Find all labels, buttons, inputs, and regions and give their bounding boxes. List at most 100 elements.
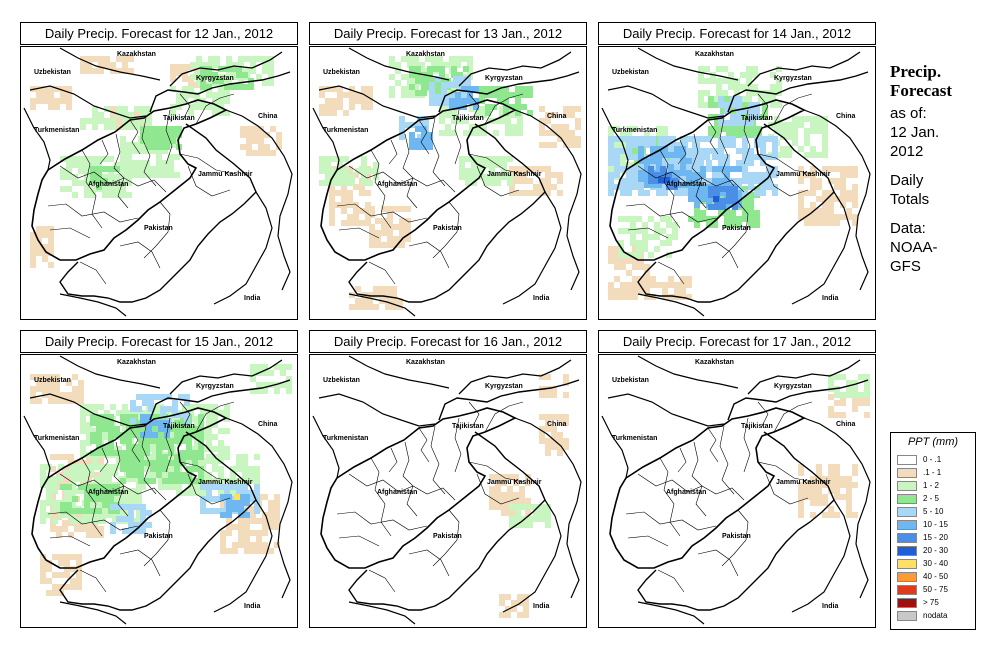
- precip-cell: [110, 504, 116, 510]
- precip-cell: [654, 246, 660, 252]
- precip-cell: [98, 112, 104, 118]
- precip-cell: [668, 164, 674, 170]
- precip-cell: [375, 236, 381, 242]
- precip-cell: [262, 530, 268, 536]
- precip-cell: [341, 190, 347, 196]
- precip-cell: [30, 232, 36, 238]
- precip-cell: [78, 392, 84, 398]
- precip-cell: [325, 98, 331, 104]
- precip-cell: [810, 202, 816, 208]
- precip-cell: [120, 438, 126, 444]
- precip-layer: [319, 56, 581, 310]
- precip-cell: [254, 454, 260, 460]
- precip-cell: [262, 388, 268, 394]
- precip-cell: [224, 484, 230, 490]
- precip-cell: [220, 494, 226, 500]
- precip-cell: [102, 502, 108, 508]
- precip-cell: [742, 120, 748, 126]
- precip-cell: [804, 190, 810, 196]
- precip-cell: [36, 98, 42, 104]
- precip-cell: [170, 64, 176, 70]
- precip-cell: [250, 506, 256, 512]
- precip-cell: [212, 508, 218, 514]
- precip-cell: [724, 142, 730, 148]
- precip-cell: [748, 192, 754, 198]
- label-kazakhstan: Kazakhstan: [117, 359, 156, 366]
- precip-cell: [126, 438, 132, 444]
- precip-cell: [114, 162, 120, 168]
- precip-cell: [513, 498, 519, 504]
- precip-cell: [658, 177, 664, 183]
- precip-cell: [846, 512, 852, 518]
- precip-cell: [770, 102, 776, 108]
- precip-cell: [698, 90, 704, 96]
- precip-cell: [754, 210, 760, 216]
- precip-cell: [88, 464, 94, 470]
- precip-cell: [557, 178, 563, 184]
- precip-cell: [136, 494, 142, 500]
- pakistan-border: [637, 123, 835, 303]
- precip-cell: [834, 494, 840, 500]
- precip-cell: [724, 120, 730, 126]
- precip-cell: [515, 172, 521, 178]
- precip-cell: [766, 154, 772, 160]
- precip-cell: [50, 514, 56, 520]
- precip-cell: [718, 148, 724, 154]
- precip-cell: [156, 438, 162, 444]
- precip-cell: [489, 174, 495, 180]
- precip-cell: [449, 56, 455, 62]
- precip-cell: [206, 416, 212, 422]
- precip-cell: [206, 410, 212, 416]
- precip-cell: [776, 66, 782, 72]
- precip-cell: [399, 218, 405, 224]
- precip-cell: [405, 206, 411, 212]
- precip-cell: [152, 420, 158, 426]
- precip-cell: [76, 584, 82, 590]
- precip-cell: [248, 84, 254, 90]
- precip-cell: [489, 504, 495, 510]
- precip-cell: [98, 118, 104, 124]
- precip-cell: [708, 204, 714, 210]
- precip-cell: [563, 130, 569, 136]
- precip-cell: [76, 476, 82, 482]
- precip-cell: [92, 118, 98, 124]
- precip-cell: [244, 530, 250, 536]
- precip-cell: [242, 460, 248, 466]
- precip-cell: [840, 166, 846, 172]
- precip-cell: [776, 78, 782, 84]
- precip-cell: [694, 184, 700, 190]
- precip-cell: [36, 250, 42, 256]
- precip-cell: [503, 92, 509, 98]
- precip-cell: [804, 482, 810, 488]
- precip-cell: [700, 184, 706, 190]
- precip-cell: [274, 364, 280, 370]
- precip-cell: [162, 460, 168, 466]
- precip-cell: [650, 152, 656, 158]
- precip-cell: [798, 196, 804, 202]
- precip-cell: [608, 178, 614, 184]
- precip-cell: [114, 450, 120, 456]
- precip-cell: [236, 460, 242, 466]
- china-border: [514, 417, 582, 599]
- precip-cell: [335, 190, 341, 196]
- precip-cell: [108, 192, 114, 198]
- precip-cell: [178, 394, 184, 400]
- precip-cell: [748, 172, 754, 178]
- precip-cell: [156, 454, 162, 460]
- precip-cell: [501, 498, 507, 504]
- precip-cell: [672, 234, 678, 240]
- precip-cell: [644, 142, 650, 148]
- precip-cell: [164, 426, 170, 432]
- precip-cell: [78, 168, 84, 174]
- precip-cell: [519, 498, 525, 504]
- precip-cell: [198, 472, 204, 478]
- precip-cell: [52, 584, 58, 590]
- precip-cell: [748, 120, 754, 126]
- precip-cell: [730, 120, 736, 126]
- precip-cell: [196, 62, 202, 68]
- kyrgyzstan-border: [747, 359, 861, 395]
- precip-cell: [760, 148, 766, 154]
- india-border: [502, 191, 562, 305]
- precip-cell: [226, 56, 232, 62]
- precip-cell: [662, 190, 668, 196]
